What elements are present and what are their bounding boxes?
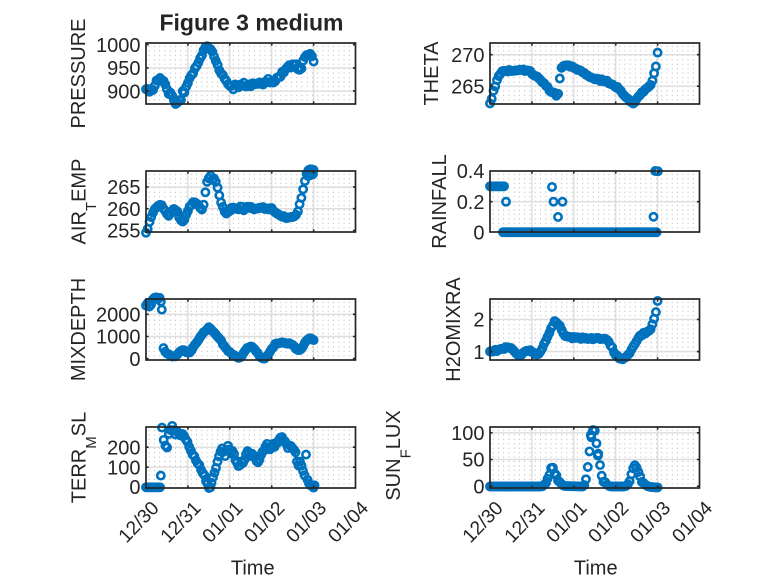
svg-text:MIXDEPTH: MIXDEPTH	[68, 278, 90, 381]
svg-text:0: 0	[129, 477, 140, 499]
svg-text:1000: 1000	[96, 327, 141, 349]
svg-text:THETA: THETA	[421, 41, 443, 106]
svg-text:PRESSURE: PRESSURE	[68, 18, 90, 128]
svg-text:100: 100	[451, 423, 484, 445]
svg-text:0: 0	[473, 222, 484, 244]
svg-text:2: 2	[473, 310, 484, 332]
svg-text:H2OMIXRA: H2OMIXRA	[443, 277, 465, 382]
svg-text:1000: 1000	[96, 35, 141, 57]
svg-text:255: 255	[107, 221, 140, 243]
svg-text:Time: Time	[574, 558, 618, 580]
svg-text:2000: 2000	[96, 305, 141, 327]
svg-text:200: 200	[107, 437, 140, 459]
svg-text:Time: Time	[231, 558, 275, 580]
svg-text:270: 270	[451, 45, 484, 67]
svg-text:100: 100	[107, 457, 140, 479]
svg-text:265: 265	[107, 177, 140, 199]
svg-text:0.2: 0.2	[457, 192, 485, 214]
svg-text:SUNF​LUX: SUNF​LUX	[383, 410, 415, 500]
svg-text:Figure 3 medium: Figure 3 medium	[159, 10, 343, 36]
svg-text:RAINFALL: RAINFALL	[429, 154, 451, 248]
svg-text:0: 0	[129, 349, 140, 371]
svg-text:TERRM​SL: TERRM​SL	[69, 412, 101, 503]
svg-text:260: 260	[107, 199, 140, 221]
svg-text:50: 50	[462, 450, 484, 472]
svg-text:1: 1	[473, 342, 484, 364]
svg-text:265: 265	[451, 76, 484, 98]
svg-text:AIRT​EMP: AIRT​EMP	[69, 159, 101, 245]
svg-text:0: 0	[473, 476, 484, 498]
svg-text:0.4: 0.4	[457, 161, 485, 183]
svg-text:950: 950	[107, 58, 140, 80]
svg-text:900: 900	[107, 81, 140, 103]
